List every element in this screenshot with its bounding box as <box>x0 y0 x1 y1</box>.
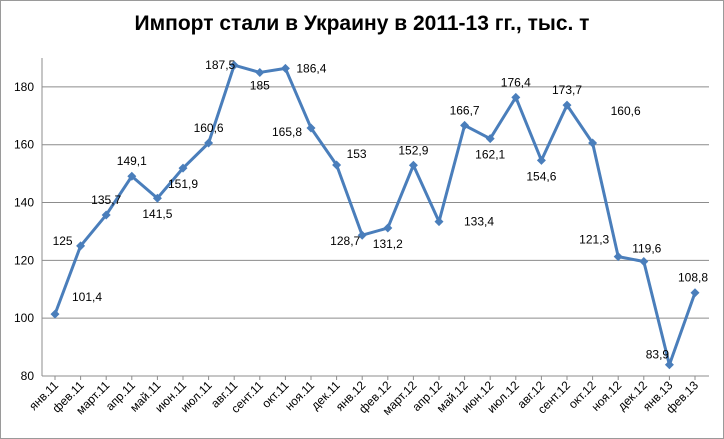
data-point <box>460 120 470 130</box>
series-line <box>53 63 697 367</box>
data-label: 133,4 <box>464 215 494 229</box>
data-label: 165,8 <box>272 125 302 139</box>
y-tick-label: 120 <box>14 253 34 267</box>
data-point <box>536 155 546 165</box>
data-label: 187,5 <box>205 58 235 72</box>
data-label: 131,2 <box>373 237 403 251</box>
data-label: 125 <box>53 234 73 248</box>
data-point <box>204 138 214 148</box>
data-point <box>280 63 290 73</box>
data-point <box>332 160 342 170</box>
data-label: 154,6 <box>526 169 556 183</box>
data-point <box>357 230 367 240</box>
data-point <box>152 193 162 203</box>
chart-title: Импорт стали в Украину в 2011-13 гг., ты… <box>134 12 590 35</box>
data-label: 162,1 <box>475 148 505 162</box>
data-label: 166,7 <box>450 103 480 117</box>
data-point <box>408 160 418 170</box>
y-tick-label: 160 <box>14 138 34 152</box>
data-point <box>255 67 265 77</box>
data-label: 173,7 <box>552 83 582 97</box>
x-tick-label: ноя.11 <box>282 378 317 413</box>
data-point <box>127 171 137 181</box>
data-label: 185 <box>250 78 270 92</box>
data-label: 152,9 <box>398 143 428 157</box>
data-label: 128,7 <box>330 234 360 248</box>
data-label: 119,6 <box>632 242 661 256</box>
data-point <box>588 138 598 148</box>
data-point <box>434 217 444 227</box>
data-label: 160,6 <box>194 121 224 135</box>
data-point <box>178 163 188 173</box>
y-tick-label: 100 <box>14 311 34 325</box>
data-point <box>485 134 495 144</box>
data-point <box>383 223 393 233</box>
data-label: 151,9 <box>168 177 198 191</box>
data-point <box>639 257 649 267</box>
data-label: 149,1 <box>117 154 147 168</box>
data-label: 101,4 <box>72 290 102 304</box>
data-point <box>613 252 623 262</box>
data-label: 141,5 <box>142 207 172 221</box>
data-label: 135,7 <box>91 193 121 207</box>
data-point <box>690 288 700 298</box>
data-point <box>511 92 521 102</box>
data-point <box>76 241 86 251</box>
data-point <box>229 60 239 70</box>
data-label: 121,3 <box>579 233 609 247</box>
data-point <box>101 210 111 220</box>
data-label: 83,9 <box>646 348 670 362</box>
data-label: 176,4 <box>501 75 531 89</box>
y-tick-label: 180 <box>14 80 34 94</box>
data-label: 160,6 <box>611 104 641 118</box>
y-tick-label: 140 <box>14 196 34 210</box>
data-label: 153 <box>347 147 367 161</box>
data-label: 186,4 <box>296 61 326 75</box>
data-point <box>562 100 572 110</box>
data-point <box>664 360 674 370</box>
data-point <box>50 309 60 319</box>
data-point <box>306 123 316 133</box>
y-tick-label: 80 <box>21 369 35 383</box>
data-label: 108,8 <box>678 271 708 285</box>
